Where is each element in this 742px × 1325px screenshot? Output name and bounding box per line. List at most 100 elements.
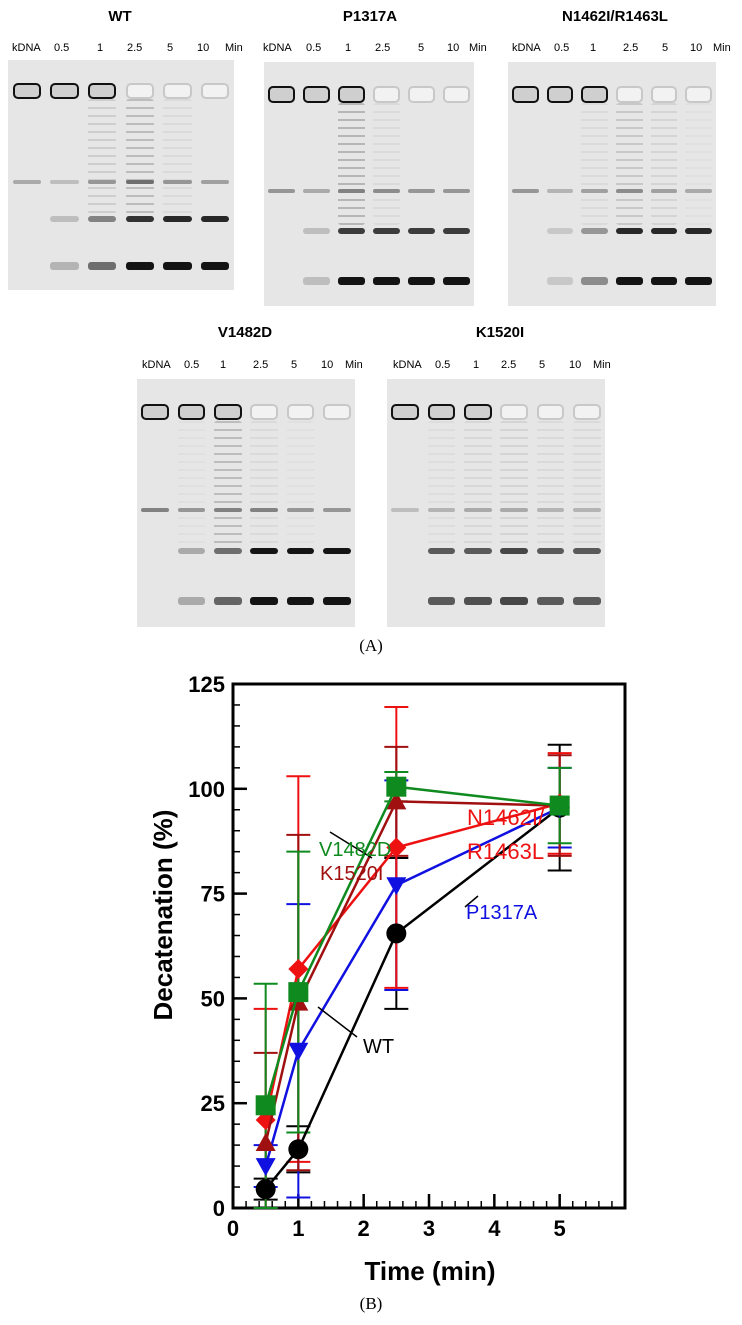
gel-smear: [650, 103, 678, 226]
lane-label: 0.5: [306, 42, 322, 54]
lane-label: Min: [593, 359, 611, 371]
data-point: [255, 1158, 276, 1177]
gel-band-nicked: [338, 227, 365, 234]
gel-smear: [87, 99, 117, 215]
gel-image-k1520i: [387, 379, 605, 627]
lane-label: 2.5: [501, 359, 517, 371]
gel-well: [546, 86, 574, 103]
data-point: [255, 1095, 276, 1116]
gel-band-minicircle: [163, 262, 192, 271]
lane-label: Min: [469, 42, 487, 54]
gel-band-catenane: [250, 507, 278, 512]
data-point: [288, 1139, 309, 1160]
x-axis-label: Time (min): [365, 1256, 496, 1286]
gel-band-nicked: [125, 216, 155, 223]
lane-label: 0.5: [184, 359, 200, 371]
gel-well: [12, 83, 42, 99]
gel-band-catenane: [338, 188, 365, 193]
gel-band-catenane: [373, 188, 400, 193]
gel-well: [443, 86, 470, 103]
gel-band-nicked: [87, 216, 117, 223]
lane-label: kDNA: [12, 42, 41, 54]
x-tick-label: 5: [554, 1216, 566, 1241]
lane-label: 10: [569, 359, 582, 371]
gel-band-minicircle: [50, 262, 79, 271]
gel-well: [50, 83, 79, 99]
gel-well: [141, 403, 169, 421]
gel-well: [125, 83, 155, 99]
gel-smear: [616, 103, 643, 226]
series-v1482d: [255, 776, 570, 1116]
lane-label: 0.5: [554, 42, 570, 54]
gel-image-p1317a: [264, 62, 474, 306]
gel-well: [200, 83, 230, 99]
lane-labels-v1482d: kDNA 0.5 1 2.5 5 10 Min: [142, 359, 382, 373]
gel-band-catenane: [546, 188, 574, 193]
annotation-wt: WT: [363, 1036, 394, 1058]
y-tick-label: 50: [201, 986, 225, 1011]
y-axis-label: Decatenation (%): [148, 810, 178, 1021]
gel-band-minicircle: [546, 276, 574, 285]
gel-band-minicircle: [214, 597, 242, 606]
y-tick-label: 25: [201, 1091, 225, 1116]
gel-well: [250, 403, 278, 421]
gel-band-nicked: [323, 547, 351, 554]
gel-band-minicircle: [464, 597, 492, 606]
annotation-k1520i: K1520I: [320, 863, 383, 885]
gel-well: [464, 403, 492, 421]
data-point: [386, 791, 407, 810]
lane-label: kDNA: [393, 359, 422, 371]
gel-band-catenane: [87, 179, 117, 184]
gel-band-catenane: [268, 188, 295, 193]
y-tick-label: 125: [188, 672, 225, 697]
lane-label: 1: [345, 42, 352, 54]
gel-band-nicked: [573, 547, 601, 554]
series-line: [264, 785, 560, 1106]
annotation-n1462i: N1462I/: [467, 805, 545, 830]
gel-band-nicked: [581, 227, 608, 234]
lane-label: 10: [447, 42, 460, 54]
gel-band-minicircle: [408, 276, 435, 285]
gel-band-minicircle: [177, 597, 206, 606]
data-point: [386, 837, 407, 858]
gel-title-p1317a: P1317A: [342, 8, 398, 25]
gel-band-minicircle: [650, 276, 678, 285]
gel-band-catenane: [50, 179, 79, 184]
gel-band-minicircle: [286, 597, 315, 606]
data-point: [255, 1179, 276, 1200]
gel-smear: [373, 103, 400, 226]
gel-band-minicircle: [373, 276, 400, 285]
lane-labels-p1317a: kDNA 0.5 1 2.5 5 10 Min: [263, 42, 503, 56]
gel-band-catenane: [536, 507, 565, 512]
lane-label: 0.5: [435, 359, 451, 371]
gel-band-minicircle: [87, 262, 117, 271]
lane-label: 10: [197, 42, 210, 54]
lane-labels-wt: kDNA 0.5 1 2.5 5 10 Min: [12, 42, 252, 56]
x-tick-label: 4: [488, 1216, 501, 1241]
lane-label: kDNA: [263, 42, 292, 54]
gel-smear: [214, 421, 242, 546]
gel-band-nicked: [685, 227, 712, 234]
gel-band-catenane: [573, 507, 601, 512]
gel-band-nicked: [163, 216, 192, 223]
gel-band-minicircle: [250, 597, 278, 606]
gel-band-catenane: [616, 188, 643, 193]
lane-label: Min: [225, 42, 243, 54]
gel-band-catenane: [427, 507, 456, 512]
gel-smear: [250, 421, 278, 546]
gel-well: [427, 403, 456, 421]
series-line: [264, 800, 560, 1144]
gel-smear: [163, 99, 192, 215]
wt-leader-line: [317, 1006, 358, 1038]
gel-well: [650, 86, 678, 103]
gel-band-nicked: [408, 227, 435, 234]
gel-well: [512, 86, 539, 103]
gel-well: [536, 403, 565, 421]
gel-band-minicircle: [573, 597, 601, 606]
gel-band-catenane: [512, 188, 539, 193]
gel-well: [323, 403, 351, 421]
gel-band-catenane: [464, 507, 492, 512]
data-point: [386, 923, 407, 944]
